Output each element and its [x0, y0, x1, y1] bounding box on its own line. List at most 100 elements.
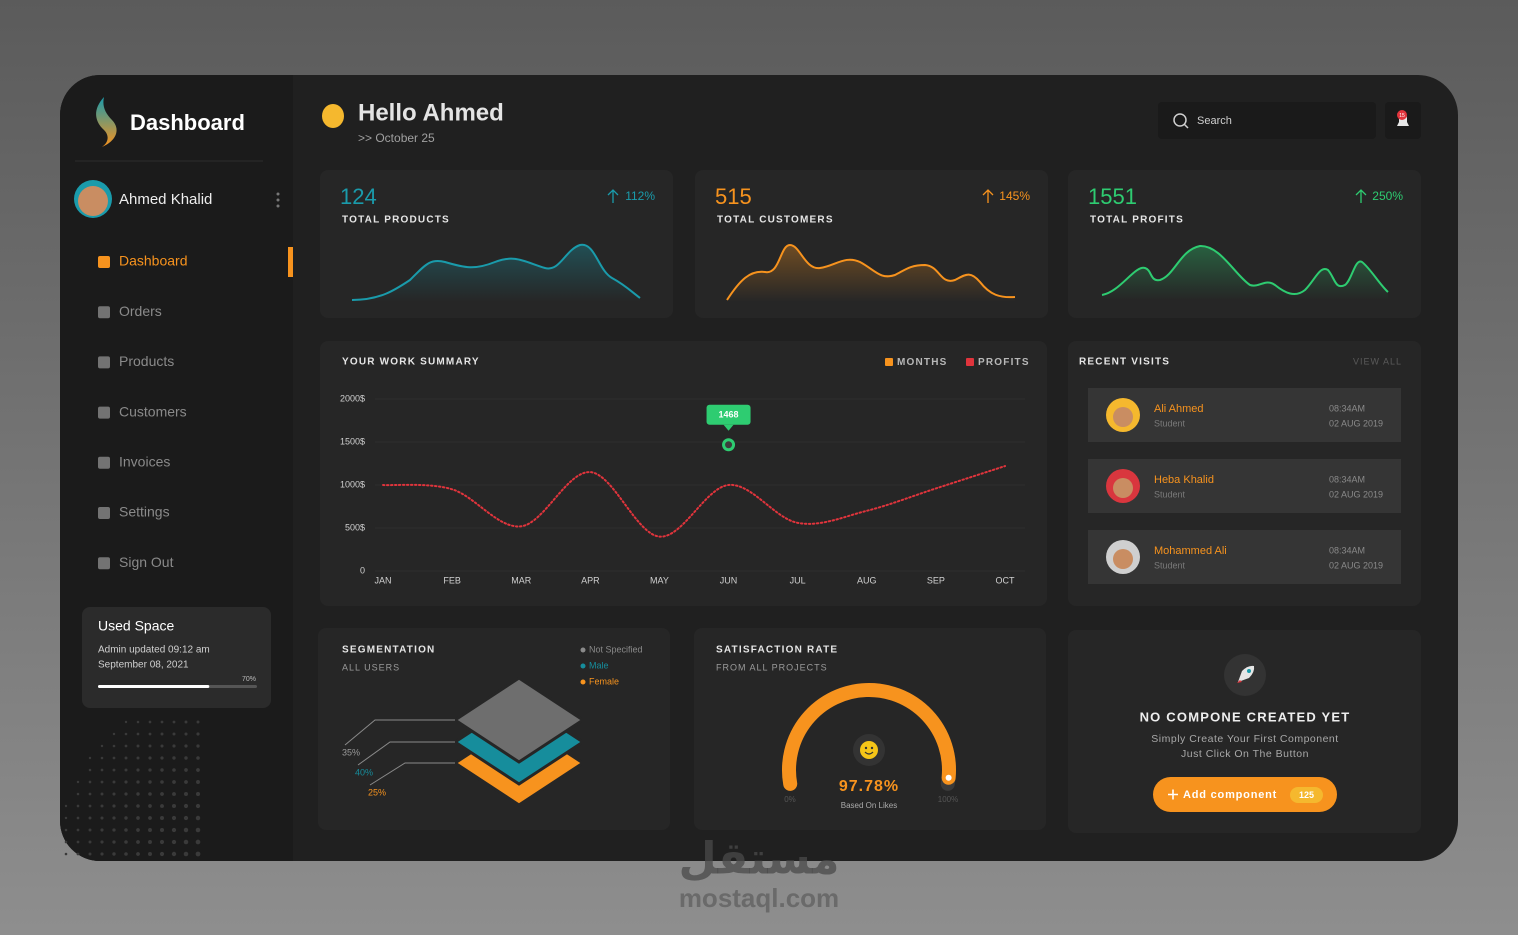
dot	[124, 744, 128, 748]
dot	[76, 816, 80, 820]
nav-item[interactable]: Dashboard	[119, 253, 188, 269]
dot	[148, 816, 152, 820]
dot	[148, 780, 152, 784]
recent-visits-title: RECENT VISITS	[1079, 357, 1170, 368]
button-badge-count: 125	[1299, 790, 1314, 800]
search-icon	[1183, 123, 1189, 129]
visit-row[interactable]	[1088, 388, 1401, 442]
dot	[184, 792, 188, 796]
dot	[112, 852, 116, 856]
segment-label: 35%	[342, 747, 360, 757]
sparkline	[1101, 244, 1389, 296]
work-summary-card	[320, 341, 1047, 606]
y-tick-label: 1000$	[340, 479, 365, 489]
segmentation-subtitle: ALL USERS	[342, 662, 400, 672]
search-icon	[1173, 113, 1187, 127]
dot	[196, 756, 200, 760]
satisfaction-caption: Based On Likes	[841, 801, 897, 810]
dot	[195, 815, 201, 821]
notification-badge	[1397, 110, 1407, 120]
dot	[184, 780, 188, 784]
visit-avatar-face	[1113, 407, 1133, 427]
dot	[124, 780, 128, 784]
dot	[76, 852, 80, 856]
dot	[100, 744, 104, 748]
visit-row[interactable]	[1088, 530, 1401, 584]
empty-title: NO COMPONE CREATED YET	[1140, 709, 1351, 724]
dot	[100, 804, 104, 808]
user-menu[interactable]	[276, 192, 280, 208]
wave-icon	[322, 104, 344, 128]
dot	[172, 768, 176, 772]
satisfaction-card	[694, 628, 1046, 830]
dot	[160, 756, 164, 760]
dot	[112, 840, 116, 844]
label-lines	[344, 719, 455, 786]
dot	[160, 792, 164, 796]
gauge	[782, 683, 956, 791]
stat-change: 145%	[999, 189, 1030, 203]
brand: Dashboard	[130, 110, 245, 135]
dot	[136, 792, 140, 796]
dot	[172, 792, 176, 796]
nav-item[interactable]: Orders	[119, 303, 162, 319]
dot	[183, 827, 189, 833]
watermark: mostaql.com	[679, 883, 839, 913]
dot	[196, 780, 200, 784]
dot	[184, 744, 188, 748]
sparkline-fill	[727, 245, 1015, 302]
segment-label: 25%	[368, 787, 386, 797]
used-space-note: Admin updated 09:12 am	[98, 645, 210, 656]
add-component-button[interactable]	[1153, 777, 1337, 812]
dot	[124, 828, 128, 832]
dot	[136, 816, 140, 820]
nav-icon	[98, 256, 110, 268]
sparkline-fill	[1102, 245, 1388, 300]
visit-date: 02 AUG 2019	[1329, 418, 1383, 428]
arrow-up	[982, 189, 994, 203]
dot	[171, 839, 177, 845]
y-tick-label: 2000$	[340, 393, 365, 403]
visit-name: Ali Ahmed	[1154, 403, 1204, 415]
nav-item[interactable]: Customers	[119, 403, 187, 419]
nav-item[interactable]: Products	[119, 353, 174, 369]
visit-name: Heba Khalid	[1154, 474, 1214, 486]
satisfaction-title: SATISFACTION RATE	[716, 645, 838, 656]
stat-label: TOTAL PRODUCTS	[342, 215, 450, 226]
nav-item[interactable]: Settings	[119, 504, 170, 520]
legend-label: MONTHS	[897, 357, 948, 368]
search-box[interactable]	[1158, 102, 1376, 139]
visit-row[interactable]	[1088, 459, 1401, 513]
dot	[124, 732, 128, 736]
visit-name: Mohammed Ali	[1154, 545, 1227, 557]
dot	[184, 720, 188, 724]
dot	[88, 804, 92, 808]
dot	[159, 827, 165, 833]
segmentation: Not Specified Male Female 35% 40% 25%	[342, 644, 643, 797]
dot-pattern	[64, 720, 201, 857]
dot	[76, 804, 80, 808]
dot	[183, 803, 189, 809]
active-indicator	[288, 247, 293, 277]
dot	[172, 744, 176, 748]
tooltip	[706, 404, 751, 425]
dot	[171, 827, 177, 833]
gauge-min: 0%	[784, 795, 796, 804]
avatar-face	[78, 186, 108, 216]
nav-icon	[98, 507, 110, 519]
gauge-knob	[945, 774, 952, 781]
greeting: Hello Ahmed	[358, 99, 504, 126]
empty-text: Just Click On The Button	[1181, 748, 1309, 760]
dot	[184, 756, 188, 760]
dot	[100, 840, 104, 844]
used-space-card	[82, 607, 271, 708]
view-all[interactable]: VIEW ALL	[1353, 356, 1402, 366]
nav-item[interactable]: Invoices	[119, 454, 170, 470]
dot	[88, 840, 92, 844]
nav-item[interactable]: Sign Out	[119, 554, 174, 570]
smiley-eye	[864, 746, 868, 750]
dot	[196, 744, 200, 748]
nav-icon	[98, 456, 110, 469]
visits: Ali Ahmed Student 08:34AM 02 AUG 2019 Heba K…	[1088, 388, 1401, 584]
rocket-window	[1247, 669, 1251, 673]
